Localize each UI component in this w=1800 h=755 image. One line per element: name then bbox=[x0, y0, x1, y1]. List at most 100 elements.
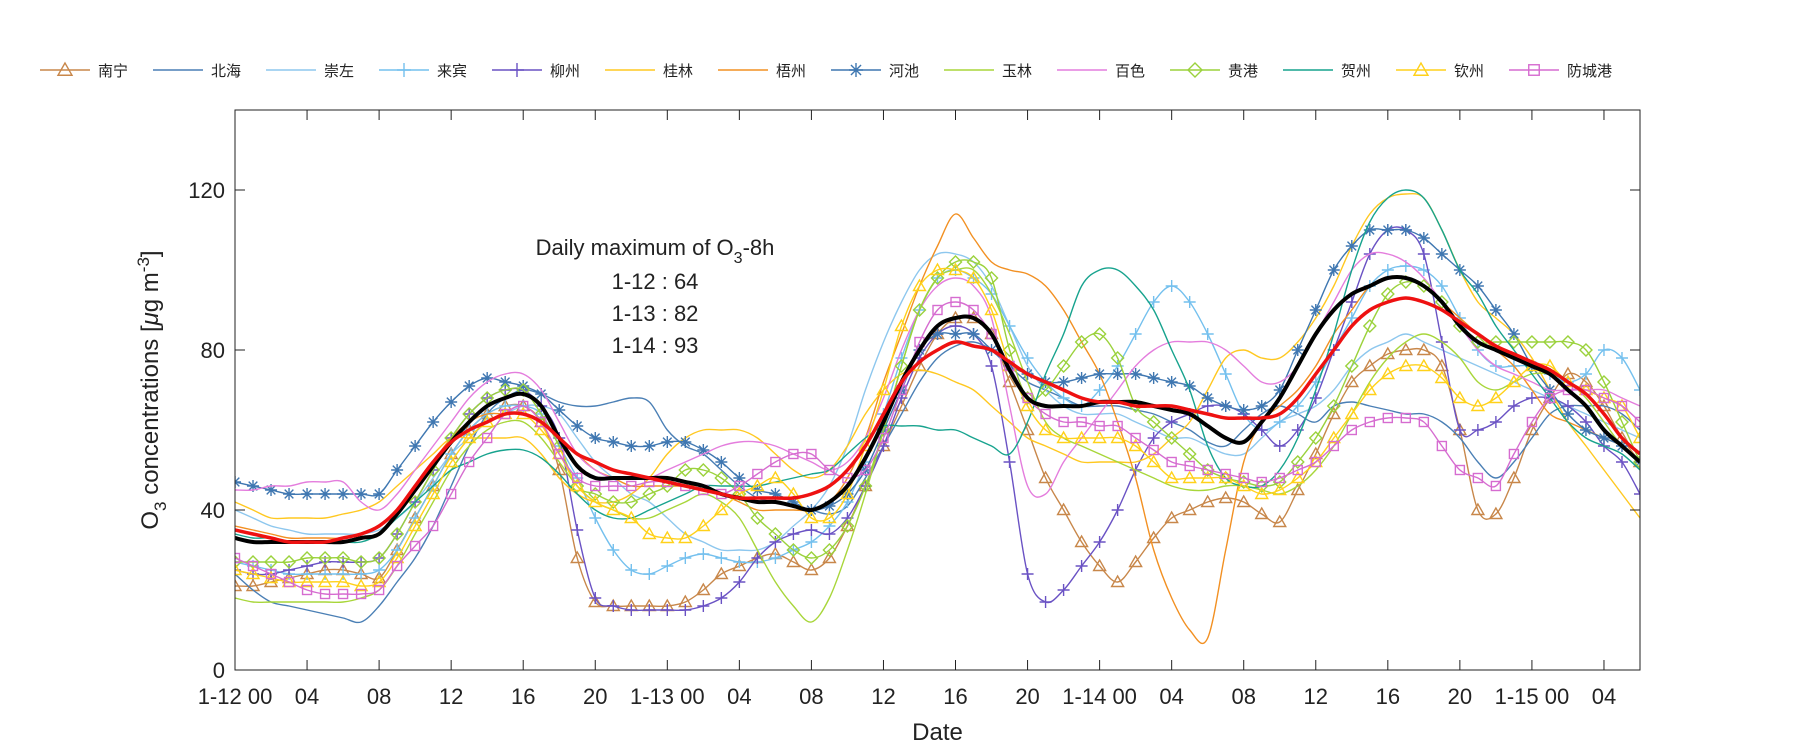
data-point bbox=[1597, 344, 1610, 356]
data-point bbox=[804, 510, 819, 524]
data-point bbox=[840, 486, 855, 500]
x-tick-label: 16 bbox=[1376, 684, 1400, 709]
data-point bbox=[1362, 382, 1378, 396]
data-point bbox=[733, 556, 746, 568]
data-point bbox=[1254, 506, 1269, 520]
data-point bbox=[1147, 296, 1160, 308]
data-point bbox=[912, 303, 927, 317]
legend-label: 百色 bbox=[1115, 63, 1145, 80]
legend-item: 梧州 bbox=[718, 63, 806, 80]
series-16 bbox=[235, 296, 1640, 545]
data-point bbox=[1165, 376, 1178, 388]
plot-area bbox=[235, 189, 1640, 645]
data-point bbox=[1416, 342, 1432, 356]
data-point bbox=[264, 555, 279, 569]
data-point bbox=[443, 454, 459, 468]
data-point bbox=[1489, 416, 1502, 428]
data-point bbox=[697, 548, 710, 560]
data-point bbox=[786, 543, 801, 557]
x-tick-label: 16 bbox=[511, 684, 535, 709]
data-point bbox=[1094, 420, 1105, 432]
data-point bbox=[535, 388, 548, 400]
data-point bbox=[1507, 400, 1520, 412]
data-point bbox=[1200, 470, 1215, 484]
data-point bbox=[1490, 480, 1502, 492]
legend-label: 防城港 bbox=[1567, 63, 1612, 80]
data-point bbox=[1002, 343, 1017, 357]
data-point bbox=[1561, 408, 1574, 420]
data-point bbox=[263, 570, 279, 584]
data-point bbox=[1075, 560, 1088, 572]
data-point bbox=[1200, 494, 1215, 508]
data-point bbox=[391, 464, 404, 476]
data-point bbox=[265, 568, 277, 580]
data-point bbox=[823, 528, 836, 540]
data-point bbox=[769, 488, 782, 500]
data-point bbox=[608, 480, 619, 492]
data-point bbox=[1579, 424, 1592, 436]
data-point bbox=[301, 560, 314, 572]
data-point bbox=[1362, 358, 1378, 372]
series-4 bbox=[235, 260, 1640, 580]
data-point bbox=[1364, 416, 1376, 428]
data-point bbox=[912, 278, 927, 292]
data-point bbox=[895, 352, 908, 364]
data-point bbox=[1345, 312, 1358, 324]
data-point bbox=[607, 436, 620, 448]
legend-label: 河池 bbox=[889, 63, 919, 80]
data-point bbox=[265, 484, 278, 496]
data-point bbox=[1344, 359, 1359, 373]
data-point bbox=[1003, 456, 1016, 468]
data-point bbox=[1074, 335, 1089, 349]
x-tick-label: 08 bbox=[799, 684, 823, 709]
data-point bbox=[1202, 464, 1213, 476]
data-point bbox=[1219, 400, 1232, 412]
data-point bbox=[968, 304, 979, 316]
data-point bbox=[1058, 416, 1069, 428]
data-point bbox=[1596, 375, 1611, 389]
data-point bbox=[1345, 240, 1358, 252]
data-point bbox=[1128, 438, 1143, 452]
data-point bbox=[1382, 412, 1394, 424]
series-13 bbox=[235, 262, 1640, 592]
data-point bbox=[931, 328, 944, 340]
data-point bbox=[606, 502, 621, 516]
data-point bbox=[1470, 398, 1486, 412]
data-point bbox=[1272, 482, 1287, 496]
data-point bbox=[1472, 472, 1484, 484]
legend-marker bbox=[56, 61, 74, 76]
data-point bbox=[733, 576, 746, 588]
data-point bbox=[235, 552, 241, 564]
y-tick-label: 120 bbox=[188, 178, 225, 203]
annotation-line: 1-12 : 64 bbox=[612, 269, 699, 294]
data-point bbox=[1381, 224, 1394, 236]
data-point bbox=[823, 500, 836, 512]
data-point bbox=[1416, 358, 1432, 372]
data-point bbox=[860, 464, 871, 476]
legend: 南宁 北海 崇左 来宾 柳州 桂林 梧州 河池 玉林 百色 贵港 贺州 钦州 防城港 bbox=[40, 61, 1612, 80]
svg-text:O3 concentrations [μg m-3]: O3 concentrations [μg m-3] bbox=[134, 250, 170, 529]
data-point bbox=[1003, 320, 1016, 332]
data-point bbox=[768, 470, 783, 484]
data-point bbox=[570, 479, 585, 493]
series-14 bbox=[235, 296, 1640, 600]
data-point bbox=[1182, 502, 1197, 516]
data-point bbox=[299, 574, 315, 588]
data-point bbox=[787, 496, 800, 508]
x-tick-label: 04 bbox=[1159, 684, 1183, 709]
data-point bbox=[1344, 374, 1360, 388]
data-point bbox=[660, 530, 675, 544]
x-tick-label: 04 bbox=[295, 684, 319, 709]
data-point bbox=[1524, 335, 1539, 349]
data-point bbox=[354, 555, 369, 569]
data-point bbox=[337, 588, 349, 600]
data-point bbox=[499, 376, 512, 388]
data-point bbox=[1164, 470, 1179, 484]
data-point bbox=[770, 456, 781, 468]
data-point bbox=[1291, 400, 1304, 412]
data-point bbox=[1597, 432, 1610, 444]
data-point bbox=[247, 480, 260, 492]
data-point bbox=[715, 456, 728, 468]
data-point bbox=[804, 551, 819, 565]
